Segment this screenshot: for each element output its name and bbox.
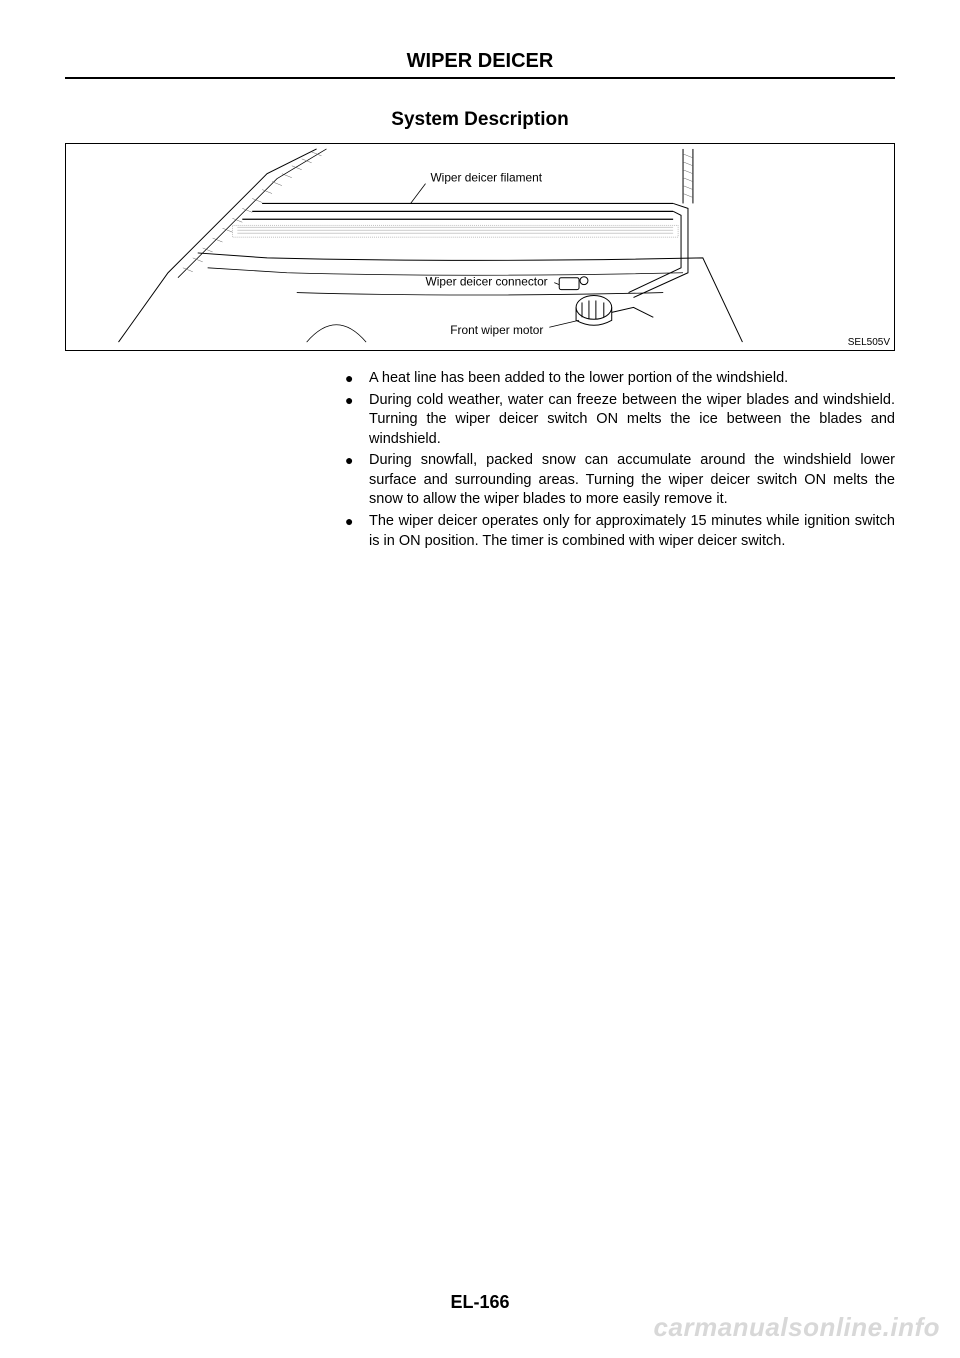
header-title: WIPER DEICER — [65, 50, 895, 73]
bullet-text: During cold weather, water can freeze be… — [369, 391, 895, 450]
bullet-marker: ● — [345, 512, 369, 551]
connector-label: Wiper deicer connector — [426, 275, 548, 289]
bullet-marker: ● — [345, 369, 369, 389]
list-item: ● During snowfall, packed snow can accum… — [345, 451, 895, 510]
header-divider — [65, 77, 895, 79]
content-text: ● A heat line has been added to the lowe… — [345, 369, 895, 551]
bullet-marker: ● — [345, 451, 369, 510]
bullet-list: ● A heat line has been added to the lowe… — [345, 369, 895, 551]
section-title: System Description — [65, 109, 895, 131]
watermark: carmanualsonline.info — [654, 1312, 940, 1343]
diagram-container: Wiper deicer filament Wiper deicer conne… — [65, 143, 895, 351]
filament-label: Wiper deicer filament — [430, 171, 542, 185]
page-container: WIPER DEICER System Description — [0, 0, 960, 1358]
list-item: ● The wiper deicer operates only for app… — [345, 512, 895, 551]
bullet-marker: ● — [345, 391, 369, 450]
list-item: ● A heat line has been added to the lowe… — [345, 369, 895, 389]
bullet-text: A heat line has been added to the lower … — [369, 369, 895, 389]
bullet-text: During snowfall, packed snow can accumul… — [369, 451, 895, 510]
wiper-diagram: Wiper deicer filament Wiper deicer conne… — [66, 144, 894, 350]
motor-label: Front wiper motor — [450, 323, 543, 337]
bullet-text: The wiper deicer operates only for appro… — [369, 512, 895, 551]
diagram-code: SEL505V — [848, 337, 890, 348]
page-number: EL-166 — [0, 1292, 960, 1313]
list-item: ● During cold weather, water can freeze … — [345, 391, 895, 450]
